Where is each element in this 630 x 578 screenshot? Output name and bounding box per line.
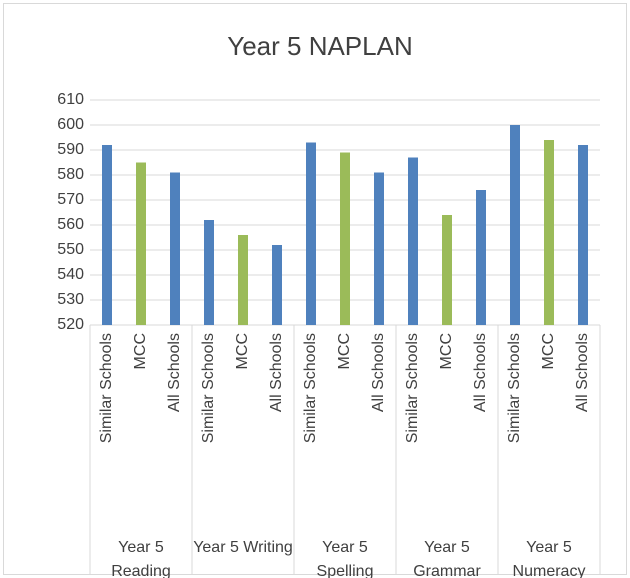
- y-tick-label: 580: [57, 166, 84, 183]
- x-tick-label: Similar Schools: [404, 333, 421, 443]
- y-tick-label: 600: [57, 116, 84, 133]
- bar: [544, 140, 554, 325]
- bar: [204, 220, 214, 325]
- y-tick-label: 570: [57, 191, 84, 208]
- bar: [442, 215, 452, 325]
- x-tick-label: All Schools: [166, 333, 183, 412]
- group-label: Year 5 Spelling: [316, 539, 374, 578]
- bar: [476, 190, 486, 325]
- x-tick-label: Similar Schools: [506, 333, 523, 443]
- y-tick-label: 590: [57, 141, 84, 158]
- group-label: Year 5 Reading: [111, 539, 171, 578]
- y-tick-label: 560: [57, 216, 84, 233]
- y-tick-label: 610: [57, 91, 84, 108]
- x-tick-label: Similar Schools: [200, 333, 217, 443]
- x-tick-label: All Schools: [574, 333, 591, 412]
- bar: [578, 145, 588, 325]
- x-tick-label: Similar Schools: [98, 333, 115, 443]
- x-tick-label: MCC: [234, 333, 251, 369]
- x-tick-label: MCC: [132, 333, 149, 369]
- chart-title: Year 5 NAPLAN: [227, 31, 412, 61]
- bar: [374, 172, 384, 325]
- y-tick-label: 530: [57, 291, 84, 308]
- group-label: Year 5 Grammar: [413, 539, 481, 578]
- bar: [306, 142, 316, 325]
- bar: [170, 172, 180, 325]
- group-label: Year 5 Writing: [193, 539, 293, 556]
- x-tick-label: MCC: [438, 333, 455, 369]
- x-tick-label: All Schools: [370, 333, 387, 412]
- x-tick-label: MCC: [336, 333, 353, 369]
- bar: [340, 152, 350, 325]
- x-tick-label: All Schools: [268, 333, 285, 412]
- y-tick-label: 540: [57, 266, 84, 283]
- bar: [238, 235, 248, 325]
- y-tick-label: 550: [57, 241, 84, 258]
- bar: [272, 245, 282, 325]
- bar: [102, 145, 112, 325]
- y-tick-label: 520: [57, 316, 84, 333]
- x-tick-label: MCC: [540, 333, 557, 369]
- x-tick-label: Similar Schools: [302, 333, 319, 443]
- bar: [408, 157, 418, 325]
- bar: [510, 125, 520, 325]
- group-label: Year 5 Numeracy: [512, 539, 586, 578]
- bar: [136, 162, 146, 325]
- x-tick-label: All Schools: [472, 333, 489, 412]
